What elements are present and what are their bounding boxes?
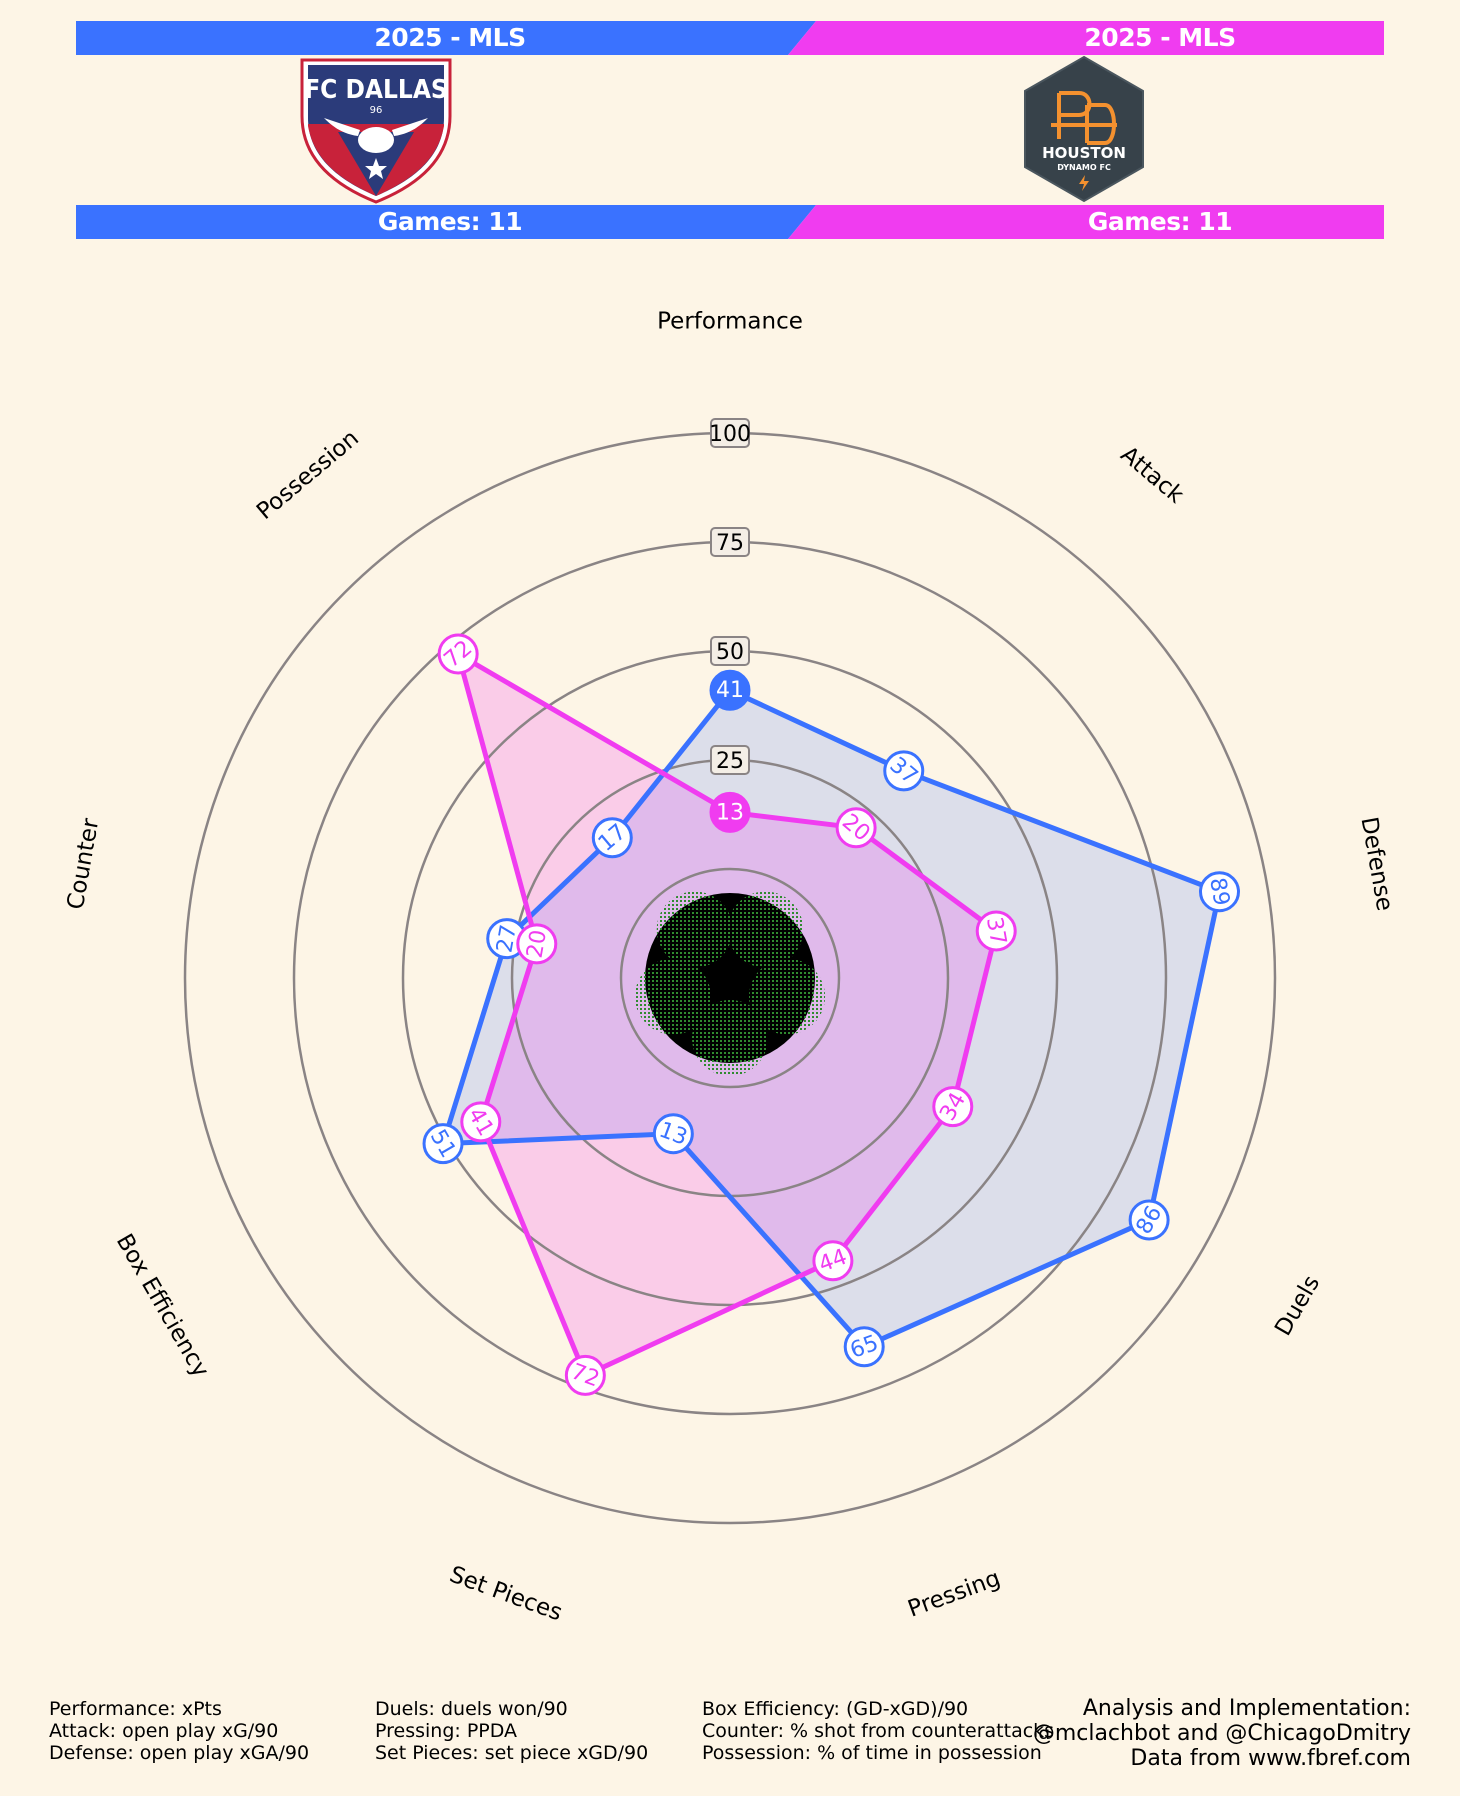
series-0-line (440, 687, 1222, 1350)
ring-label-box-75 (710, 527, 750, 557)
definition-performance: Performance: xPts (49, 1698, 222, 1720)
series-1-value-0: 13 (716, 800, 744, 825)
series-1-point-2 (975, 910, 1017, 952)
right-season-label: 2025 - MLS (1084, 23, 1236, 52)
credits-line-3: Data from www.fbref.com (1130, 1746, 1411, 1771)
series-1-point-7 (516, 923, 558, 965)
series-0-point-3 (1128, 1199, 1170, 1241)
category-label-set-pieces: Set Pieces (446, 1562, 566, 1627)
fc-dallas-crest-icon: FC DALLAS 96 (298, 56, 454, 204)
header-bottom-bar: Games: 11 Games: 11 (76, 205, 1384, 239)
category-label-defense: Defense (1355, 815, 1397, 913)
inner-ring (619, 867, 841, 1089)
ring-label-100: 100 (709, 422, 751, 447)
category-label-attack: Attack (1116, 442, 1189, 510)
definition-attack: Attack: open play xG/90 (49, 1720, 279, 1742)
credits-line-2: @mclachbot and @ChicagoDmitry (1032, 1721, 1411, 1746)
series-1-point-6 (460, 1101, 502, 1143)
series-0-point-2 (1198, 871, 1240, 913)
ring-label-25: 25 (716, 749, 744, 774)
ball-patch (634, 958, 711, 1035)
left-games-label: Games: 11 (377, 207, 523, 236)
definition-box-efficiency: Box Efficiency: (GD-xGD)/90 (702, 1698, 969, 1720)
definition-set-pieces: Set Pieces: set piece xGD/90 (375, 1742, 649, 1764)
category-label-counter: Counter (63, 816, 105, 912)
series-1-point-4 (812, 1240, 854, 1282)
ring-label-box-100 (710, 418, 750, 448)
definition-possession: Possession: % of time in possession (702, 1742, 1042, 1764)
fc-dallas-crest-number: 96 (370, 105, 383, 116)
ring-label-50: 50 (716, 640, 744, 665)
category-label-performance: Performance (657, 309, 803, 335)
right-games-label: Games: 11 (1087, 207, 1233, 236)
ring-label-box-25 (710, 745, 750, 775)
series-1-point-8 (437, 633, 479, 675)
category-label-pressing: Pressing (905, 1565, 1004, 1622)
footer-definitions-col3: Box Efficiency: (GD-xGD)/90 Counter: % s… (702, 1698, 1054, 1764)
category-label-box-efficiency: Box Efficiency (111, 1230, 214, 1382)
credits-line-1: Analysis and Implementation: (1082, 1696, 1411, 1721)
soccer-ball-icon (634, 891, 826, 1076)
series-1-line (455, 651, 999, 1378)
fc-dallas-crest-text: FC DALLAS (304, 75, 448, 105)
ball-patch (749, 958, 826, 1035)
footer-definitions-col1: Performance: xPts Attack: open play xG/9… (49, 1698, 309, 1764)
definition-pressing: Pressing: PPDA (375, 1720, 518, 1742)
series-0-point-1 (883, 750, 925, 792)
category-label-duels: Duels (1270, 1271, 1325, 1340)
credits: Analysis and Implementation: @mclachbot … (1033, 1696, 1411, 1771)
series-1-value-7: 20 (523, 928, 552, 960)
ball-patch (727, 891, 804, 968)
series-0-point-0 (709, 669, 751, 711)
series-1-point-3 (932, 1086, 974, 1128)
series-0-point-5 (652, 1113, 694, 1155)
radar-chart: 25 50 75 100 Performance Attack Defense Duels P… (63, 309, 1398, 1627)
series-1-value-2: 37 (981, 915, 1010, 947)
series-0-value-2: 89 (1204, 876, 1233, 908)
header-top-bar: 2025 - MLS 2025 - MLS (76, 21, 1384, 55)
ring-label-box-50 (710, 636, 750, 666)
category-label-possession: Possession (252, 425, 364, 525)
series-1-point-5 (564, 1354, 606, 1396)
header-bottom-left-band (76, 205, 816, 239)
definition-counter: Counter: % shot from counterattacks (702, 1720, 1055, 1742)
series-1-point-1 (835, 807, 877, 849)
series-0-point-4 (843, 1326, 885, 1368)
definition-duels: Duels: duels won/90 (375, 1698, 568, 1720)
footer-definitions-col2: Duels: duels won/90 Pressing: PPDA Set P… (375, 1698, 648, 1764)
header-top-left-band (76, 21, 816, 55)
ball-center-pentagon (705, 952, 755, 1000)
ball-patch (692, 1000, 768, 1076)
series-0-point-8 (591, 817, 633, 859)
header-top-right-band (788, 21, 1384, 55)
definition-defense: Defense: open play xGA/90 (49, 1742, 310, 1764)
series-0-point-6 (422, 1123, 464, 1165)
series-1-point-0 (709, 791, 751, 833)
ball-patch (656, 891, 733, 968)
houston-crest-subtext: DYNAMO FC (1057, 163, 1111, 172)
header-bottom-right-band (788, 205, 1384, 239)
left-season-label: 2025 - MLS (374, 23, 526, 52)
ring-label-75: 75 (716, 531, 744, 556)
series-0-value-0: 41 (716, 678, 744, 703)
houston-crest-text: HOUSTON (1042, 144, 1126, 162)
houston-dynamo-crest-icon: HOUSTON DYNAMO FC (1021, 55, 1147, 205)
